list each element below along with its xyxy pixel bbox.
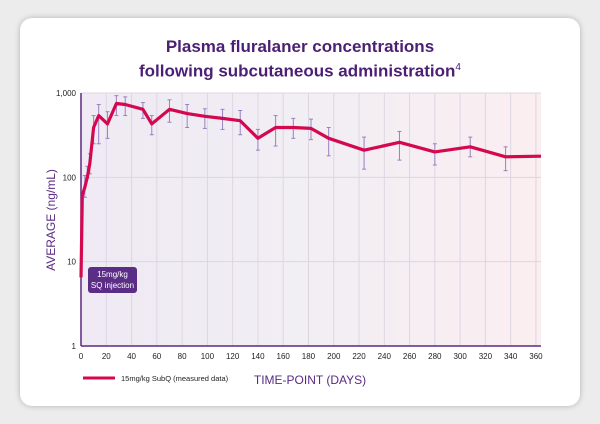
x-tick-label: 340: [504, 352, 518, 361]
x-tick-label: 40: [127, 352, 136, 361]
x-axis-label: TIME-POINT (DAYS): [254, 373, 366, 387]
annotation-line-1: 15mg/kg: [97, 270, 128, 279]
x-tick-label: 140: [251, 352, 265, 361]
chart-title: Plasma fluralaner concentrations followi…: [0, 36, 600, 82]
x-tick-label: 260: [403, 352, 417, 361]
title-line-2: following subcutaneous administration: [139, 61, 456, 81]
x-tick-label: 280: [428, 352, 442, 361]
x-tick-label: 200: [327, 352, 341, 361]
x-tick-label: 300: [453, 352, 467, 361]
x-tick-label: 180: [302, 352, 316, 361]
x-tick-label: 220: [352, 352, 366, 361]
y-tick-label: 10: [67, 258, 76, 267]
x-tick-label: 20: [102, 352, 111, 361]
x-tick-label: 120: [226, 352, 240, 361]
annotation-line-2: SQ injection: [91, 281, 134, 290]
x-tick-label: 100: [201, 352, 215, 361]
y-tick-label: 1,000: [56, 89, 77, 98]
x-tick-label: 80: [178, 352, 187, 361]
legend-label: 15mg/kg SubQ (measured data): [121, 374, 229, 383]
annotation-box: [88, 267, 137, 293]
title-superscript: 4: [455, 62, 461, 73]
y-tick-label: 100: [63, 173, 77, 182]
x-tick-label: 240: [378, 352, 392, 361]
x-tick-label: 60: [152, 352, 161, 361]
y-tick-label: 1: [72, 342, 77, 351]
title-line-1: Plasma fluralaner concentrations: [165, 37, 435, 56]
injection-annotation: 15mg/kg SQ injection: [88, 267, 137, 293]
x-tick-label: 360: [529, 352, 543, 361]
x-tick-label: 160: [277, 352, 291, 361]
x-tick-label: 320: [479, 352, 493, 361]
x-tick-label: 0: [79, 352, 84, 361]
y-axis-label: AVERAGE (ng/mL): [44, 169, 58, 271]
series-line: [79, 101, 542, 278]
